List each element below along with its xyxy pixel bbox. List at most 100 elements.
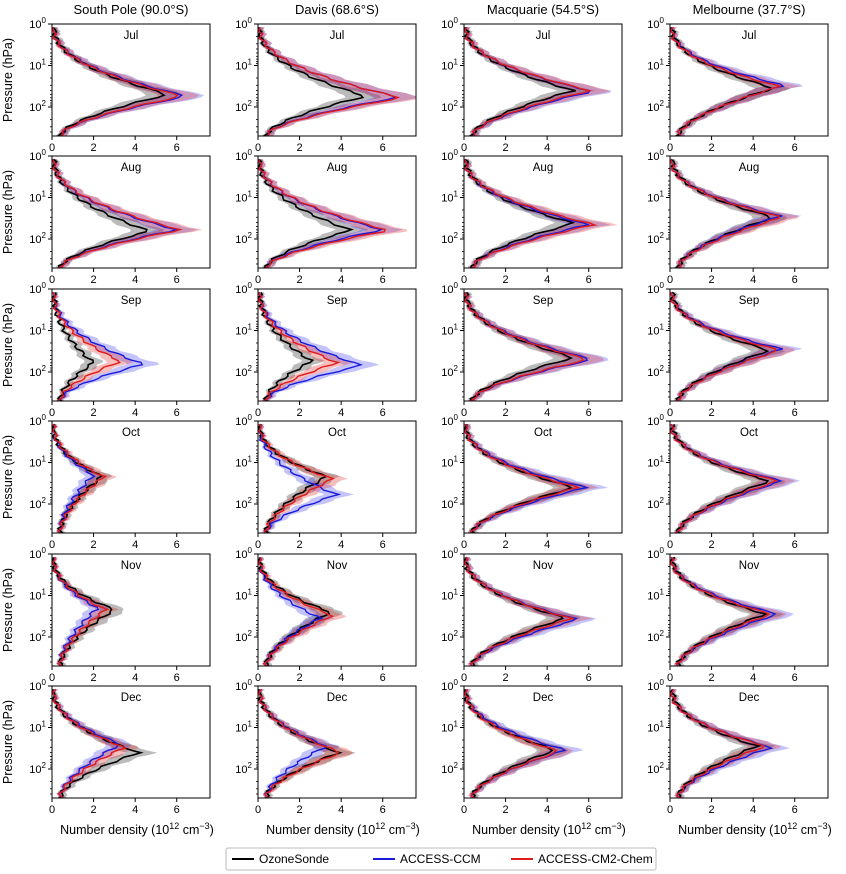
ccm-profile-line bbox=[258, 423, 342, 533]
y-tick-base: 10 bbox=[235, 192, 247, 204]
ccm-range-band bbox=[258, 424, 355, 533]
panel-plot-area bbox=[52, 423, 117, 533]
panel-frame bbox=[463, 288, 623, 402]
sonde-profile-line bbox=[258, 291, 315, 401]
y-tick-base: 10 bbox=[29, 416, 41, 428]
x-tick-label: 6 bbox=[174, 407, 180, 419]
y-tick-label: 100 bbox=[647, 148, 664, 163]
y-tick-label: 102 bbox=[647, 231, 664, 246]
y-tick-base: 10 bbox=[235, 499, 247, 511]
x-axis-label-part: Number density (10 bbox=[60, 823, 169, 837]
y-tick-label: 101 bbox=[29, 57, 46, 72]
month-label: Nov bbox=[739, 560, 760, 572]
sonde-profile-line bbox=[52, 158, 148, 268]
y-tick-base: 10 bbox=[647, 325, 659, 337]
x-tick-label: 6 bbox=[380, 672, 386, 684]
y-tick-base: 10 bbox=[29, 632, 41, 644]
y-tick-label: 101 bbox=[441, 587, 458, 602]
y-tick-base: 10 bbox=[441, 499, 453, 511]
sonde-profile-line bbox=[258, 556, 331, 666]
x-tick-label: 2 bbox=[297, 539, 303, 551]
x-tick-label: 4 bbox=[132, 672, 138, 684]
x-tick-label: 2 bbox=[709, 274, 715, 286]
cm2-profile-line bbox=[464, 292, 585, 401]
y-tick-base: 10 bbox=[29, 764, 41, 776]
y-tick-label: 100 bbox=[441, 148, 458, 163]
cm2-range-band bbox=[670, 27, 801, 136]
y-tick-exp: 0 bbox=[454, 16, 459, 25]
y-tick-label: 100 bbox=[235, 281, 252, 296]
x-tick-label: 2 bbox=[709, 804, 715, 816]
column-title: Davis (68.6°S) bbox=[295, 2, 379, 17]
y-tick-label: 100 bbox=[441, 678, 458, 693]
y-tick-label: 101 bbox=[441, 454, 458, 469]
panel-plot-area bbox=[670, 158, 802, 268]
x-tick-label: 6 bbox=[792, 142, 798, 154]
y-tick-exp: 1 bbox=[660, 322, 665, 331]
y-tick-label: 102 bbox=[647, 496, 664, 511]
month-label: Aug bbox=[739, 162, 759, 174]
month-label: Oct bbox=[328, 427, 347, 439]
y-tick-exp: 2 bbox=[454, 364, 459, 373]
ccm-range-band bbox=[258, 689, 340, 798]
panel-frame bbox=[463, 553, 623, 667]
x-tick-label: 0 bbox=[49, 804, 55, 816]
x-tick-label: 2 bbox=[297, 804, 303, 816]
panel-frame bbox=[51, 553, 211, 667]
y-tick-base: 10 bbox=[235, 60, 247, 72]
y-tick-label: 101 bbox=[29, 587, 46, 602]
y-tick-label: 102 bbox=[235, 629, 252, 644]
x-tick-label: 4 bbox=[132, 804, 138, 816]
x-axis-label-part: 12 bbox=[581, 821, 591, 831]
x-tick-label: 6 bbox=[380, 804, 386, 816]
y-tick-exp: 1 bbox=[248, 189, 253, 198]
x-axis-label-part: cm bbox=[179, 823, 199, 837]
x-tick-label: 4 bbox=[338, 142, 344, 154]
y-tick-label: 100 bbox=[235, 148, 252, 163]
y-tick-exp: 2 bbox=[454, 496, 459, 505]
y-tick-label: 102 bbox=[29, 629, 46, 644]
y-tick-exp: 0 bbox=[248, 281, 253, 290]
panel-frame bbox=[51, 420, 211, 534]
y-tick-base: 10 bbox=[647, 590, 659, 602]
y-tick-base: 10 bbox=[647, 499, 659, 511]
cm2-profile-line bbox=[52, 688, 127, 798]
sonde-profile-line bbox=[52, 557, 113, 666]
y-tick-label: 101 bbox=[647, 454, 664, 469]
cm2-range-band bbox=[52, 689, 140, 798]
y-tick-label: 100 bbox=[235, 546, 252, 561]
y-tick-label: 102 bbox=[29, 231, 46, 246]
y-tick-label: 101 bbox=[29, 454, 46, 469]
x-tick-label: 0 bbox=[49, 539, 55, 551]
sonde-range-band bbox=[670, 424, 786, 533]
x-axis-label: Number density (1012 cm−3) bbox=[60, 821, 214, 837]
cm2-range-band bbox=[52, 292, 134, 401]
y-tick-base: 10 bbox=[441, 19, 453, 31]
panel-frame bbox=[463, 155, 623, 269]
x-axis-label: Number density (1012 cm−3) bbox=[472, 821, 626, 837]
cm2-profile-line bbox=[670, 26, 781, 136]
cm2-range-band bbox=[258, 689, 354, 798]
y-tick-exp: 1 bbox=[454, 57, 459, 66]
y-tick-label: 100 bbox=[29, 413, 46, 428]
y-tick-exp: 0 bbox=[42, 413, 47, 422]
x-tick-label: 0 bbox=[461, 804, 467, 816]
y-tick-base: 10 bbox=[29, 19, 41, 31]
y-tick-exp: 2 bbox=[454, 99, 459, 108]
y-tick-exp: 1 bbox=[248, 57, 253, 66]
month-label: Aug bbox=[533, 162, 553, 174]
sonde-profile-line bbox=[464, 291, 573, 401]
y-tick-label: 102 bbox=[235, 496, 252, 511]
sonde-range-band bbox=[52, 27, 184, 136]
panel-plot-area bbox=[52, 557, 124, 666]
y-tick-base: 10 bbox=[235, 367, 247, 379]
y-tick-exp: 0 bbox=[248, 16, 253, 25]
y-tick-exp: 0 bbox=[42, 546, 47, 555]
x-tick-label: 2 bbox=[503, 539, 509, 551]
x-tick-label: 4 bbox=[132, 539, 138, 551]
x-axis-labels: Number density (1012 cm−3) Number density… bbox=[60, 821, 832, 837]
